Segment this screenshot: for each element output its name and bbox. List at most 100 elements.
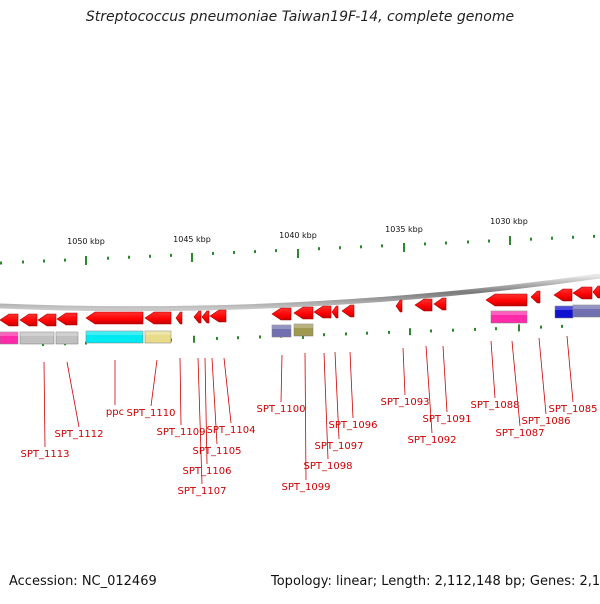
gene-arrow <box>271 307 292 321</box>
ruler-minor-tick <box>345 332 347 336</box>
ruler-minor-tick <box>488 239 490 243</box>
gene-arrow <box>56 312 78 326</box>
ruler-minor-tick <box>193 335 195 343</box>
gene-label: SPT_1086 <box>522 416 571 427</box>
gene-label: SPT_1113 <box>21 449 70 460</box>
gene-arrow <box>144 311 172 325</box>
ruler-minor-tick <box>409 328 411 336</box>
ruler-minor-tick <box>64 258 66 262</box>
ruler-minor-tick <box>540 325 542 329</box>
ruler-minor-tick <box>275 249 277 253</box>
gene-arrow <box>19 313 38 327</box>
ruler-minor-tick <box>430 329 432 333</box>
gene-leader-line <box>150 359 158 407</box>
gene-label: SPT_1100 <box>257 404 306 415</box>
ruler-major-tick <box>297 249 299 258</box>
ruler-label: 1045 kbp <box>173 235 211 244</box>
gene-arrow <box>341 304 355 318</box>
annotation-blocks <box>0 304 600 345</box>
gene-arrow <box>37 313 57 327</box>
ruler-minor-tick <box>366 331 368 335</box>
ruler-minor-tick <box>467 240 469 244</box>
gene-leader-line <box>538 337 547 415</box>
gene-arrow <box>553 288 573 302</box>
annotation-block <box>490 310 528 324</box>
ruler-minor-tick <box>170 253 172 257</box>
gene-leader-line <box>511 340 521 427</box>
ruler-minor-tick <box>381 244 383 248</box>
ruler-major-tick <box>509 236 511 245</box>
gene-arrow <box>85 311 144 325</box>
ruler-minor-tick <box>212 251 214 255</box>
ruler-minor-tick <box>149 254 151 258</box>
ruler-minor-tick <box>452 328 454 332</box>
ruler-major-tick <box>191 253 193 262</box>
accession-text: Accession: NC_012469 <box>9 574 157 589</box>
ruler-minor-tick <box>339 246 341 250</box>
gene-label: SPT_1104 <box>207 425 256 436</box>
ruler-minor-tick <box>518 324 520 332</box>
gene-label: SPT_1085 <box>549 404 598 415</box>
ruler-minor-tick <box>128 255 130 259</box>
gene-leader-line <box>334 351 340 440</box>
ruler-minor-tick <box>216 336 218 340</box>
ruler-major-tick <box>403 243 405 252</box>
gene-arrow <box>485 293 528 307</box>
gene-arrow <box>201 310 210 324</box>
gene-leader-line <box>442 345 448 413</box>
gene-arrow <box>530 290 541 304</box>
gene-leader-line <box>43 361 46 448</box>
annotation-block-highlight <box>145 331 171 335</box>
gene-leader-line <box>323 352 329 460</box>
ruler-minor-tick <box>107 256 109 260</box>
annotation-block <box>55 331 79 345</box>
gene-arrow <box>175 311 183 325</box>
gene-arrow <box>395 299 403 313</box>
annotation-block-highlight <box>20 332 54 336</box>
annotation-block-highlight <box>491 311 527 315</box>
gene-leader-line <box>425 345 433 434</box>
annotation-block <box>19 331 55 345</box>
genome-title: Streptococcus pneumoniae Taiwan19F-14, c… <box>85 9 515 25</box>
gene-leader-line <box>304 352 307 481</box>
ruler-minor-tick <box>360 245 362 249</box>
annotation-block-highlight <box>56 332 78 336</box>
gene-label: SPT_1107 <box>178 486 227 497</box>
gene-label: SPT_1097 <box>315 441 364 452</box>
gene-arrow <box>209 309 227 323</box>
annotation-block <box>0 331 19 345</box>
annotation-block-highlight <box>272 325 291 329</box>
gene-label: SPT_1110 <box>127 408 176 419</box>
ruler-label: 1050 kbp <box>67 237 105 246</box>
gene-arrow <box>592 285 600 299</box>
gene-label: SPT_1105 <box>193 446 242 457</box>
gene-features <box>0 285 600 327</box>
gene-leader-line <box>204 357 208 465</box>
ruler-minor-tick <box>318 247 320 251</box>
annotation-block <box>144 330 172 344</box>
gene-label: SPT_1091 <box>423 414 472 425</box>
gene-leader-line <box>566 335 574 403</box>
ruler-minor-tick <box>551 236 553 240</box>
ruler-minor-tick <box>495 327 497 331</box>
gene-label: SPT_1092 <box>408 435 457 446</box>
ruler-label: 1035 kbp <box>385 225 423 234</box>
gene-leader-line <box>197 357 203 485</box>
gene-leader-line <box>490 340 496 399</box>
gene-arrow <box>293 306 314 320</box>
ruler-minor-tick <box>254 250 256 254</box>
gene-label: SPT_1098 <box>304 461 353 472</box>
annotation-block <box>271 324 292 338</box>
annotation-block <box>85 330 144 344</box>
annotation-block-highlight <box>294 324 313 328</box>
annotation-block-highlight <box>573 305 600 309</box>
ruler-minor-tick <box>0 261 2 265</box>
ruler-minor-tick <box>43 259 45 263</box>
ruler-minor-tick <box>445 241 447 245</box>
gene-arrow <box>414 298 433 312</box>
ruler-minor-tick <box>530 237 532 241</box>
annotation-block-highlight <box>0 332 18 336</box>
